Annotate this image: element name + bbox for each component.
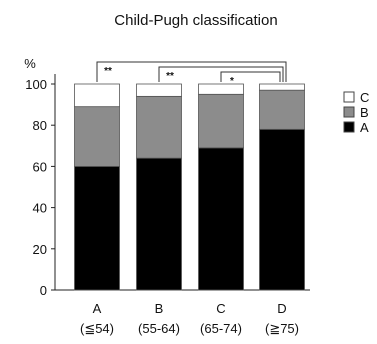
significance-bracket <box>96 61 287 82</box>
significance-label: * <box>230 76 234 87</box>
x-tick-sublabel: (≧75) <box>265 321 299 336</box>
x-tick-sublabel: (65-74) <box>200 321 242 336</box>
legend-label: B <box>360 105 369 120</box>
y-tick-label: 60 <box>33 159 47 174</box>
y-tick-label: 0 <box>40 283 47 298</box>
legend: CBA <box>343 90 369 135</box>
chart-title: Child-Pugh classification <box>114 12 277 29</box>
bar-segment-c-d <box>259 83 305 91</box>
bar-segment-a-d <box>259 128 305 291</box>
y-axis-label: % <box>24 56 36 71</box>
bar-segment-b-d <box>259 89 305 130</box>
y-tick-label: 80 <box>33 118 47 133</box>
bar-segment-c-a <box>74 83 120 108</box>
significance-label: ** <box>104 66 112 77</box>
axes-group: 0 20 40 60 80 100 <box>25 74 310 298</box>
significance-label: ** <box>166 71 174 82</box>
bars-group: A (≦54) B (55-64) C (65-74) D (≧75) <box>74 83 305 336</box>
bar-segment-a-a <box>74 165 120 291</box>
y-tick-label: 100 <box>25 77 47 92</box>
legend-swatch-a <box>343 121 355 133</box>
bar-segment-b-c <box>198 93 244 149</box>
x-tick-label: B <box>155 301 164 316</box>
x-tick-sublabel: (≦54) <box>80 321 114 336</box>
x-tick-label: D <box>277 301 286 316</box>
x-tick-label: C <box>216 301 225 316</box>
bar-segment-b-a <box>74 106 120 167</box>
bar-segment-c-b <box>136 83 182 97</box>
legend-swatch-c <box>343 91 355 103</box>
significance-bracket <box>158 66 284 82</box>
bar-segment-a-b <box>136 157 182 291</box>
y-tick-label: 40 <box>33 201 47 216</box>
x-tick-label: A <box>93 301 102 316</box>
bar-segment-c-c <box>198 83 244 95</box>
x-tick-sublabel: (55-64) <box>138 321 180 336</box>
significance-brackets: ** ** * <box>96 61 287 87</box>
legend-label: A <box>360 120 369 135</box>
significance-bracket <box>220 71 281 82</box>
legend-swatch-b <box>343 106 355 118</box>
bar-segment-a-c <box>198 147 244 291</box>
y-tick-label: 20 <box>33 242 47 257</box>
bar-segment-b-b <box>136 95 182 159</box>
legend-label: C <box>360 90 369 105</box>
